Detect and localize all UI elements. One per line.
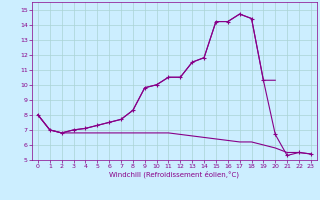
X-axis label: Windchill (Refroidissement éolien,°C): Windchill (Refroidissement éolien,°C) — [109, 171, 239, 178]
